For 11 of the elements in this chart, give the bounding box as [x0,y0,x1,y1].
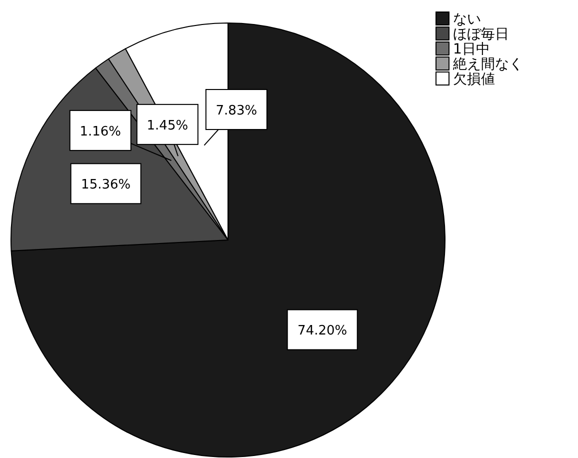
pie-slice [10,22,446,458]
legend-label: 欠損値 [453,72,495,88]
data-label: 15.36% [81,178,131,193]
data-label: 7.83% [216,104,258,119]
legend-label: ない [453,12,481,28]
data-label: 1.16% [80,124,122,140]
data-label: 1.45% [146,118,188,134]
legend-label: 絶え間なく [452,56,523,72]
legend-label: ほぼ毎日 [453,26,509,42]
data-label: 74.20% [298,324,348,339]
legend-label: 1日中 [453,42,490,58]
